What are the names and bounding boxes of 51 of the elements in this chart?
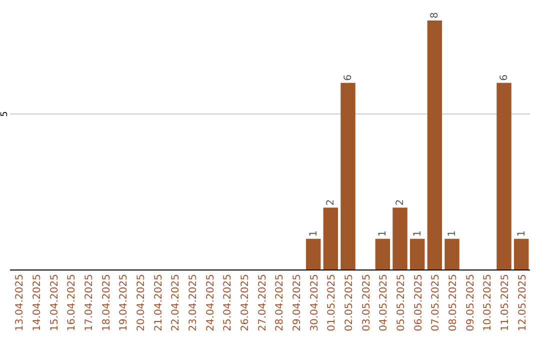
x-tick-label: 08.05.2025	[448, 274, 459, 332]
x-tick-label: 04.05.2025	[378, 274, 390, 332]
bar	[514, 238, 529, 270]
x-tick-label: 16.04.2025	[66, 274, 78, 332]
bar	[410, 238, 425, 270]
x-tick-label: 03.05.2025	[361, 274, 372, 332]
data-label: 8	[430, 12, 441, 18]
x-tick-label: 14.04.2025	[32, 274, 43, 332]
data-label: 1	[447, 230, 458, 237]
x-tick-label: 10.05.2025	[482, 274, 494, 332]
data-label: 1	[378, 230, 389, 237]
x-tick-label: 02.05.2025	[344, 274, 355, 332]
x-tick-label: 05.05.2025	[396, 274, 407, 332]
x-tick-label: 13.04.2025	[14, 274, 26, 332]
ref-line-label: 5	[0, 111, 10, 117]
x-tick-label: 18.04.2025	[101, 274, 112, 332]
x-tick-label: 12.05.2025	[517, 274, 528, 332]
x-tick-label: 24.04.2025	[205, 274, 216, 332]
x-tick-label: 25.04.2025	[222, 274, 234, 332]
x-tick-label: 28.04.2025	[274, 274, 286, 332]
bar	[340, 82, 356, 270]
data-label: 6	[343, 74, 354, 81]
bar	[427, 20, 442, 270]
bar	[444, 238, 460, 270]
x-tick-label: 01.05.2025	[326, 274, 338, 332]
x-tick-label: 27.04.2025	[257, 274, 268, 332]
x-tick-label: 19.04.2025	[118, 274, 130, 332]
data-label: 1	[412, 230, 424, 237]
x-tick-label: 07.05.2025	[430, 274, 442, 332]
bar	[392, 208, 408, 270]
x-tick-label: 09.05.2025	[465, 274, 476, 332]
x-tick-label: 20.04.2025	[136, 274, 147, 332]
bar	[375, 238, 390, 270]
bar	[496, 82, 512, 270]
data-label: 2	[326, 199, 337, 206]
data-label: 2	[395, 199, 406, 206]
x-tick-label: 22.04.2025	[170, 274, 182, 332]
x-tick-label: 17.04.2025	[84, 274, 95, 332]
bar	[306, 238, 321, 270]
x-tick-label: 06.05.2025	[413, 274, 424, 332]
bar	[323, 208, 338, 270]
data-label: 1	[516, 230, 528, 237]
data-label: 1	[308, 230, 320, 237]
x-tick-label: 15.04.2025	[49, 274, 60, 332]
x-tick-label: 21.04.2025	[153, 274, 164, 332]
x-tick-label: 23.04.2025	[188, 274, 199, 332]
x-tick-label: 26.04.2025	[240, 274, 251, 332]
x-tick-label: 29.04.2025	[292, 274, 303, 332]
x-tick-label: 30.04.2025	[309, 274, 320, 332]
x-tick-label: 11.05.2025	[500, 274, 511, 332]
data-label: 6	[499, 74, 510, 81]
